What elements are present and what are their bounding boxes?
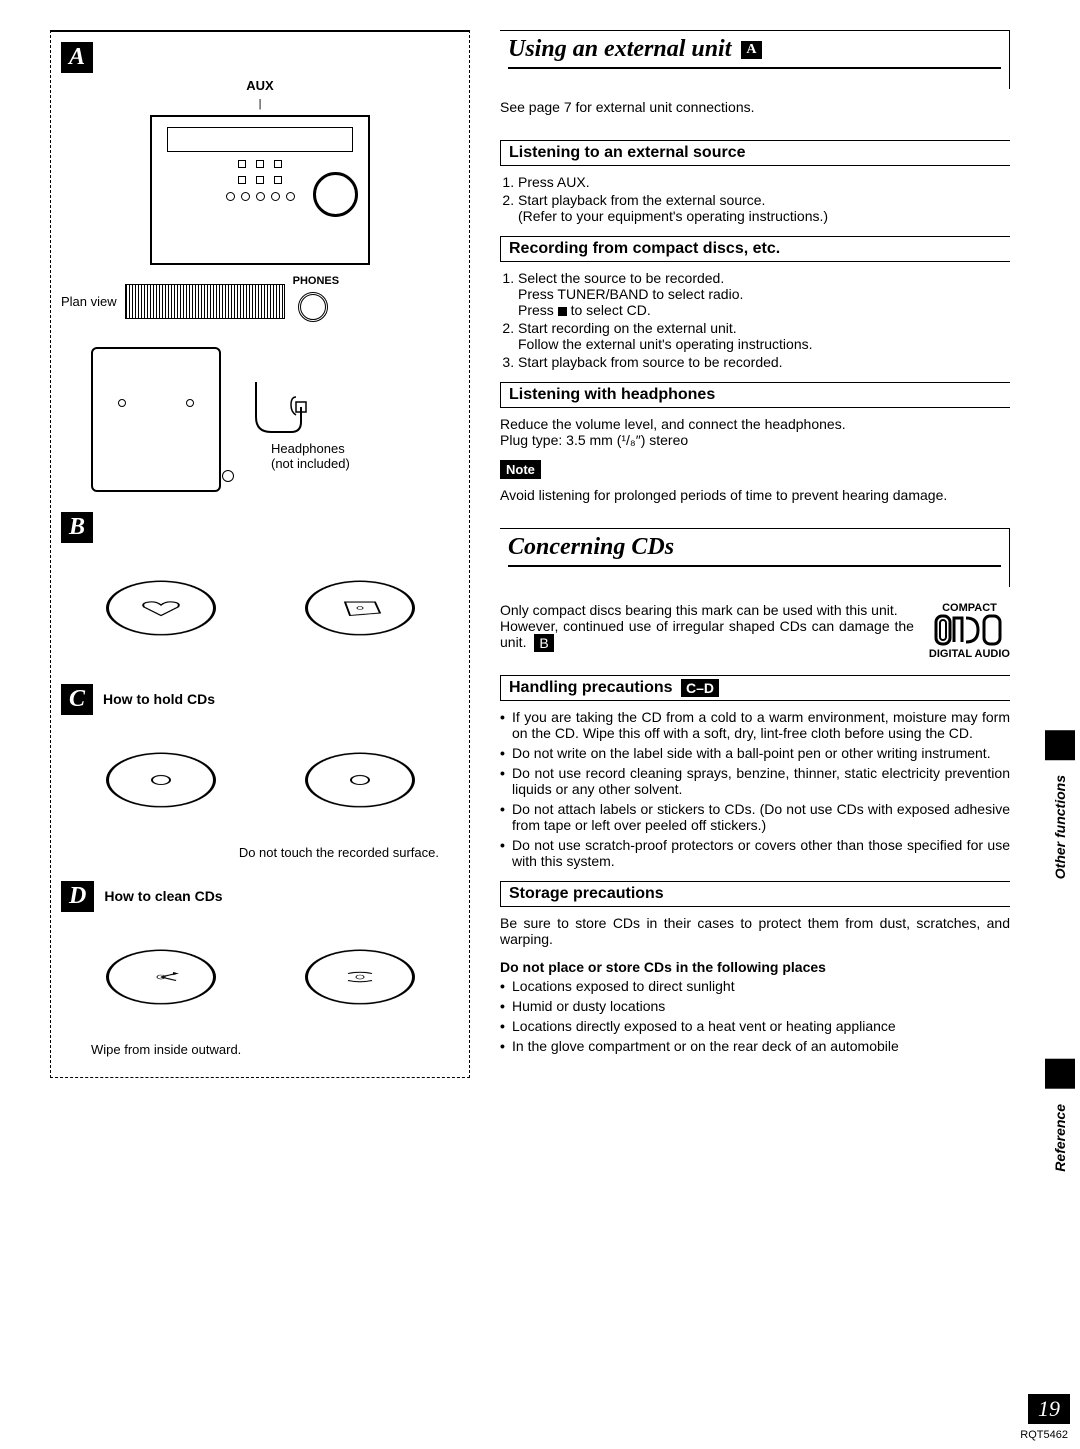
main-heading-cds: Concerning CDs bbox=[508, 534, 1001, 567]
phones-jack-icon bbox=[298, 292, 328, 322]
handling-b3: Do not use record cleaning sprays, benzi… bbox=[500, 765, 1010, 797]
section-letter-c: C bbox=[61, 684, 93, 715]
tab-other-functions: Other functions bbox=[1045, 730, 1075, 879]
recording-steps: Select the source to be recorded.Press T… bbox=[500, 270, 1010, 370]
hold-caption: Do not touch the recorded surface. bbox=[81, 845, 439, 860]
cd-shape-irregular-icon bbox=[305, 581, 415, 636]
listen-step-2: Start playback from the external source.… bbox=[518, 192, 1010, 224]
clean-caption: Wipe from inside outward. bbox=[91, 1042, 459, 1057]
heading-box-a: A bbox=[741, 41, 761, 59]
stop-icon bbox=[558, 307, 567, 316]
section-letter-d: D bbox=[61, 881, 94, 912]
handling-b2: Do not write on the label side with a ba… bbox=[500, 745, 1010, 761]
page-number: 19 bbox=[1028, 1394, 1070, 1424]
intro-text: See page 7 for external unit connections… bbox=[500, 99, 1010, 115]
speaker-diagram bbox=[91, 347, 221, 492]
listen-step-1: Press AUX. bbox=[518, 174, 1010, 190]
storage-b2: Humid or dusty locations bbox=[500, 998, 1010, 1014]
storage-b4: In the glove compartment or on the rear … bbox=[500, 1038, 1010, 1054]
cd-box-b: B bbox=[534, 634, 553, 652]
handling-box: C–D bbox=[681, 679, 719, 697]
storage-bullets: Locations exposed to direct sunlight Hum… bbox=[500, 978, 1010, 1054]
section-letter-b: B bbox=[61, 512, 93, 543]
handling-bullets: If you are taking the CD from a cold to … bbox=[500, 709, 1010, 869]
storage-b3: Locations directly exposed to a heat ven… bbox=[500, 1018, 1010, 1034]
side-tabs: Other functions Reference bbox=[1045, 700, 1075, 1202]
how-to-clean-title: How to clean CDs bbox=[104, 888, 222, 904]
section-letter-a: A bbox=[61, 42, 93, 73]
plan-view-label: Plan view bbox=[61, 294, 117, 309]
sub-storage: Storage precautions bbox=[500, 881, 1010, 907]
not-included-label: (not included) bbox=[271, 456, 350, 471]
cd-hold-correct-icon bbox=[106, 753, 216, 808]
handling-b4: Do not attach labels or stickers to CDs.… bbox=[500, 801, 1010, 833]
rec-step-1: Select the source to be recorded.Press T… bbox=[518, 270, 1010, 318]
rec-step-2: Start recording on the external unit. Fo… bbox=[518, 320, 1010, 352]
cd-mark-text: Only compact discs bearing this mark can… bbox=[500, 602, 914, 652]
storage-bold: Do not place or store CDs in the followi… bbox=[500, 959, 1010, 975]
cd-shape-heart-icon bbox=[106, 581, 216, 636]
cd-clean-correct-icon bbox=[106, 950, 216, 1005]
right-column: Using an external unit A See page 7 for … bbox=[500, 30, 1010, 1078]
headphone-cable-icon bbox=[251, 377, 311, 437]
sub-recording: Recording from compact discs, etc. bbox=[500, 236, 1010, 262]
headphones-text: Reduce the volume level, and connect the… bbox=[500, 416, 1010, 448]
stereo-diagram bbox=[150, 115, 370, 265]
compact-disc-logo-icon: COMPACT DIGITAL AUDIO bbox=[929, 602, 1010, 660]
diagram-a: A AUX | Plan view PHONES bbox=[61, 42, 459, 492]
left-column: A AUX | Plan view PHONES bbox=[50, 30, 470, 1078]
tab-reference: Reference bbox=[1045, 1059, 1075, 1172]
rec-step-3: Start playback from source to be recorde… bbox=[518, 354, 1010, 370]
main-heading-external: Using an external unit A bbox=[508, 36, 1001, 69]
storage-b1: Locations exposed to direct sunlight bbox=[500, 978, 1010, 994]
plan-view-diagram bbox=[125, 284, 285, 319]
aux-label: AUX bbox=[61, 78, 459, 93]
how-to-hold-title: How to hold CDs bbox=[103, 691, 215, 707]
note-badge: Note bbox=[500, 460, 541, 479]
sub-headphones: Listening with headphones bbox=[500, 382, 1010, 408]
diagram-c: C How to hold CDs Do not touch the recor… bbox=[61, 683, 459, 860]
phones-label: PHONES bbox=[293, 275, 339, 287]
storage-text: Be sure to store CDs in their cases to p… bbox=[500, 915, 1010, 947]
note-text: Avoid listening for prolonged periods of… bbox=[500, 487, 1010, 503]
listen-steps: Press AUX. Start playback from the exter… bbox=[500, 174, 1010, 224]
sub-listening-source: Listening to an external source bbox=[500, 140, 1010, 166]
handling-b1: If you are taking the CD from a cold to … bbox=[500, 709, 1010, 741]
headphones-label: Headphones bbox=[271, 441, 350, 456]
document-code: RQT5462 bbox=[1020, 1429, 1068, 1441]
sub-handling: Handling precautions C–D bbox=[500, 675, 1010, 701]
diagram-d: D How to clean CDs Wipe from inside outw… bbox=[61, 880, 459, 1057]
cd-clean-wrong-icon bbox=[305, 950, 415, 1005]
handling-b5: Do not use scratch-proof protectors or c… bbox=[500, 837, 1010, 869]
cd-hold-wrong-icon bbox=[305, 753, 415, 808]
diagram-b: B bbox=[61, 512, 459, 663]
